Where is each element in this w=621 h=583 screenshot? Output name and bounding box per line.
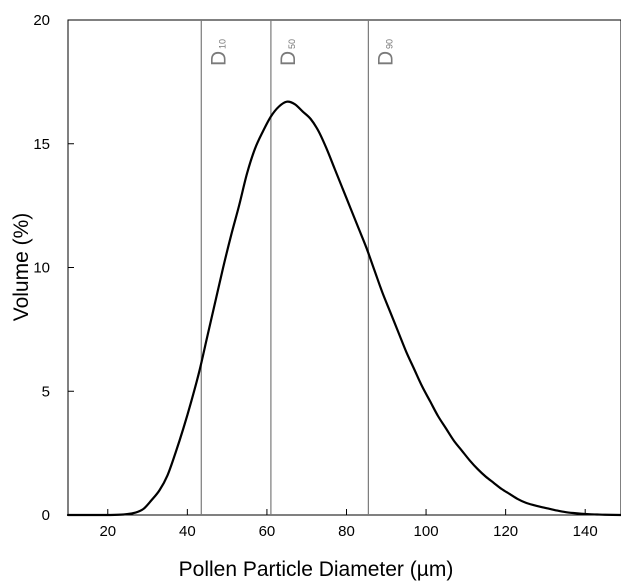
x-tick-label: 40 [179,523,196,540]
x-tick-label: 80 [338,523,355,540]
y-axis-title: Volume (%) [10,213,33,322]
series-line-volume [66,100,621,517]
x-tick-label: 20 [99,523,116,540]
reference-lines: D 10 D 50 D 90 [200,20,397,515]
plot-frame [67,19,621,516]
y-tick-label: 5 [42,383,50,400]
reference-label-letter: D [277,51,300,66]
y-tick-label: 10 [33,260,50,277]
x-tick-label: 140 [573,523,598,540]
reference-label-letter: D [374,51,397,66]
x-axis-ticks: 20 40 60 80 100 120 140 [99,509,598,540]
y-tick-label: 0 [42,507,50,524]
x-axis-title: Pollen Particle Diameter (µm) [179,558,454,581]
reference-label-subscript: 10 [217,39,227,49]
reference-label-d90: D 90 [374,39,397,66]
reference-label-subscript: 90 [384,39,394,49]
x-tick-label: 120 [493,523,518,540]
reference-label-subscript: 50 [287,39,297,49]
x-tick-label: 60 [259,523,276,540]
reference-label-d50: D 50 [277,39,300,66]
reference-label-letter: D [207,51,230,66]
x-tick-label: 100 [414,523,439,540]
y-tick-label: 15 [33,136,50,153]
reference-label-d10: D 10 [207,39,230,66]
y-tick-label: 20 [33,12,50,29]
y-axis-ticks: 0 5 10 15 20 [33,12,74,524]
